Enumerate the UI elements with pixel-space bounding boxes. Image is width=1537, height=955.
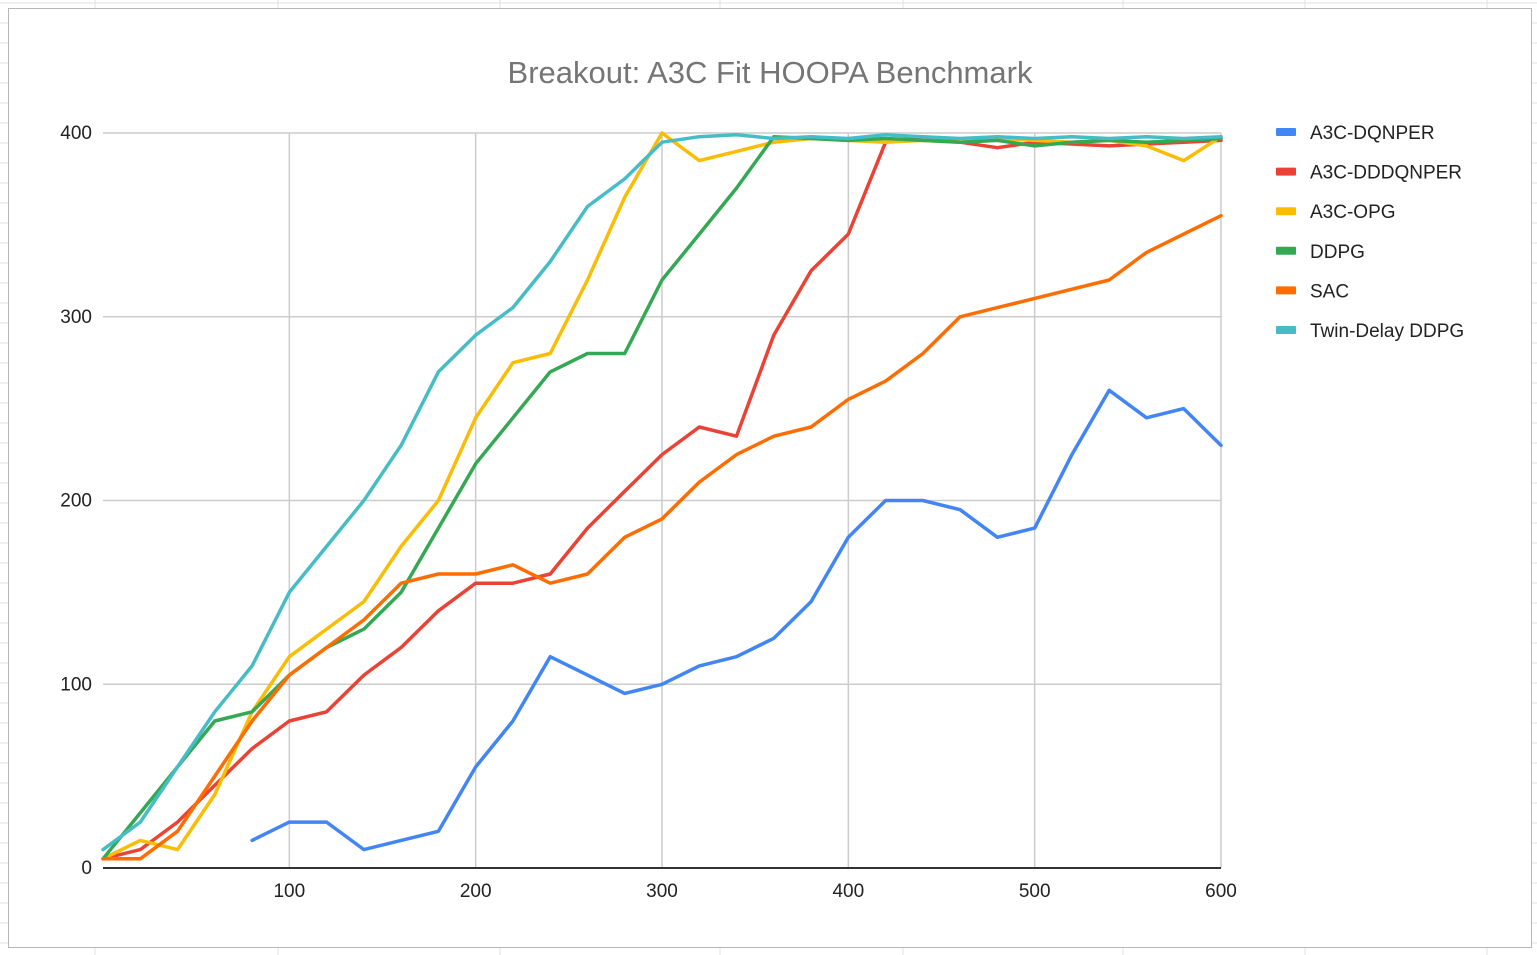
axes: 0 100 200 300 400 100 200 300 400 500 600 bbox=[60, 123, 1237, 902]
legend-label: SAC bbox=[1310, 281, 1349, 302]
series-line-0 bbox=[250, 388, 1223, 852]
x-tick-label: 500 bbox=[1019, 881, 1051, 902]
legend-label: DDPG bbox=[1310, 242, 1365, 263]
y-tick-label: 0 bbox=[81, 858, 92, 879]
chart-title: Breakout: A3C Fit HOOPA Benchmark bbox=[508, 55, 1033, 90]
series-line-2 bbox=[101, 131, 1223, 861]
y-tick-label: 300 bbox=[60, 307, 92, 328]
x-tick-label: 300 bbox=[646, 881, 678, 902]
x-tick-label: 400 bbox=[832, 881, 864, 902]
y-tick-label: 200 bbox=[60, 491, 92, 512]
legend-swatch bbox=[1276, 326, 1296, 334]
x-tick-label: 200 bbox=[460, 881, 492, 902]
legend-swatch bbox=[1276, 286, 1296, 295]
legend-item[interactable]: DDPG bbox=[1276, 242, 1365, 263]
legend[interactable]: A3C-DQNPER A3C-DDDQNPER A3C-OPG DDPG SAC Twin… bbox=[1276, 123, 1464, 342]
legend-swatch bbox=[1276, 246, 1296, 255]
x-tick-label: 600 bbox=[1205, 881, 1237, 902]
y-tick-label: 100 bbox=[60, 674, 92, 695]
y-tick-label: 400 bbox=[60, 123, 92, 144]
series-lines bbox=[101, 131, 1223, 861]
legend-item[interactable]: SAC bbox=[1276, 281, 1349, 302]
legend-label: A3C-OPG bbox=[1310, 202, 1396, 223]
legend-item[interactable]: Twin-Delay DDPG bbox=[1276, 321, 1464, 342]
legend-item[interactable]: A3C-DDDQNPER bbox=[1276, 163, 1462, 184]
legend-swatch bbox=[1276, 167, 1296, 176]
legend-swatch bbox=[1276, 128, 1296, 136]
series-line-4 bbox=[101, 213, 1223, 861]
series-line-5 bbox=[101, 133, 1223, 852]
legend-label: A3C-DQNPER bbox=[1310, 123, 1435, 144]
legend-item[interactable]: A3C-DQNPER bbox=[1276, 123, 1435, 144]
legend-label: Twin-Delay DDPG bbox=[1310, 321, 1464, 342]
legend-item[interactable]: A3C-OPG bbox=[1276, 202, 1396, 223]
legend-label: A3C-DDDQNPER bbox=[1310, 163, 1462, 184]
chart-container[interactable] bbox=[8, 8, 1532, 948]
legend-swatch bbox=[1276, 207, 1296, 216]
series-line-1 bbox=[101, 134, 1223, 861]
x-tick-label: 100 bbox=[273, 881, 305, 902]
gridlines bbox=[103, 132, 1222, 868]
